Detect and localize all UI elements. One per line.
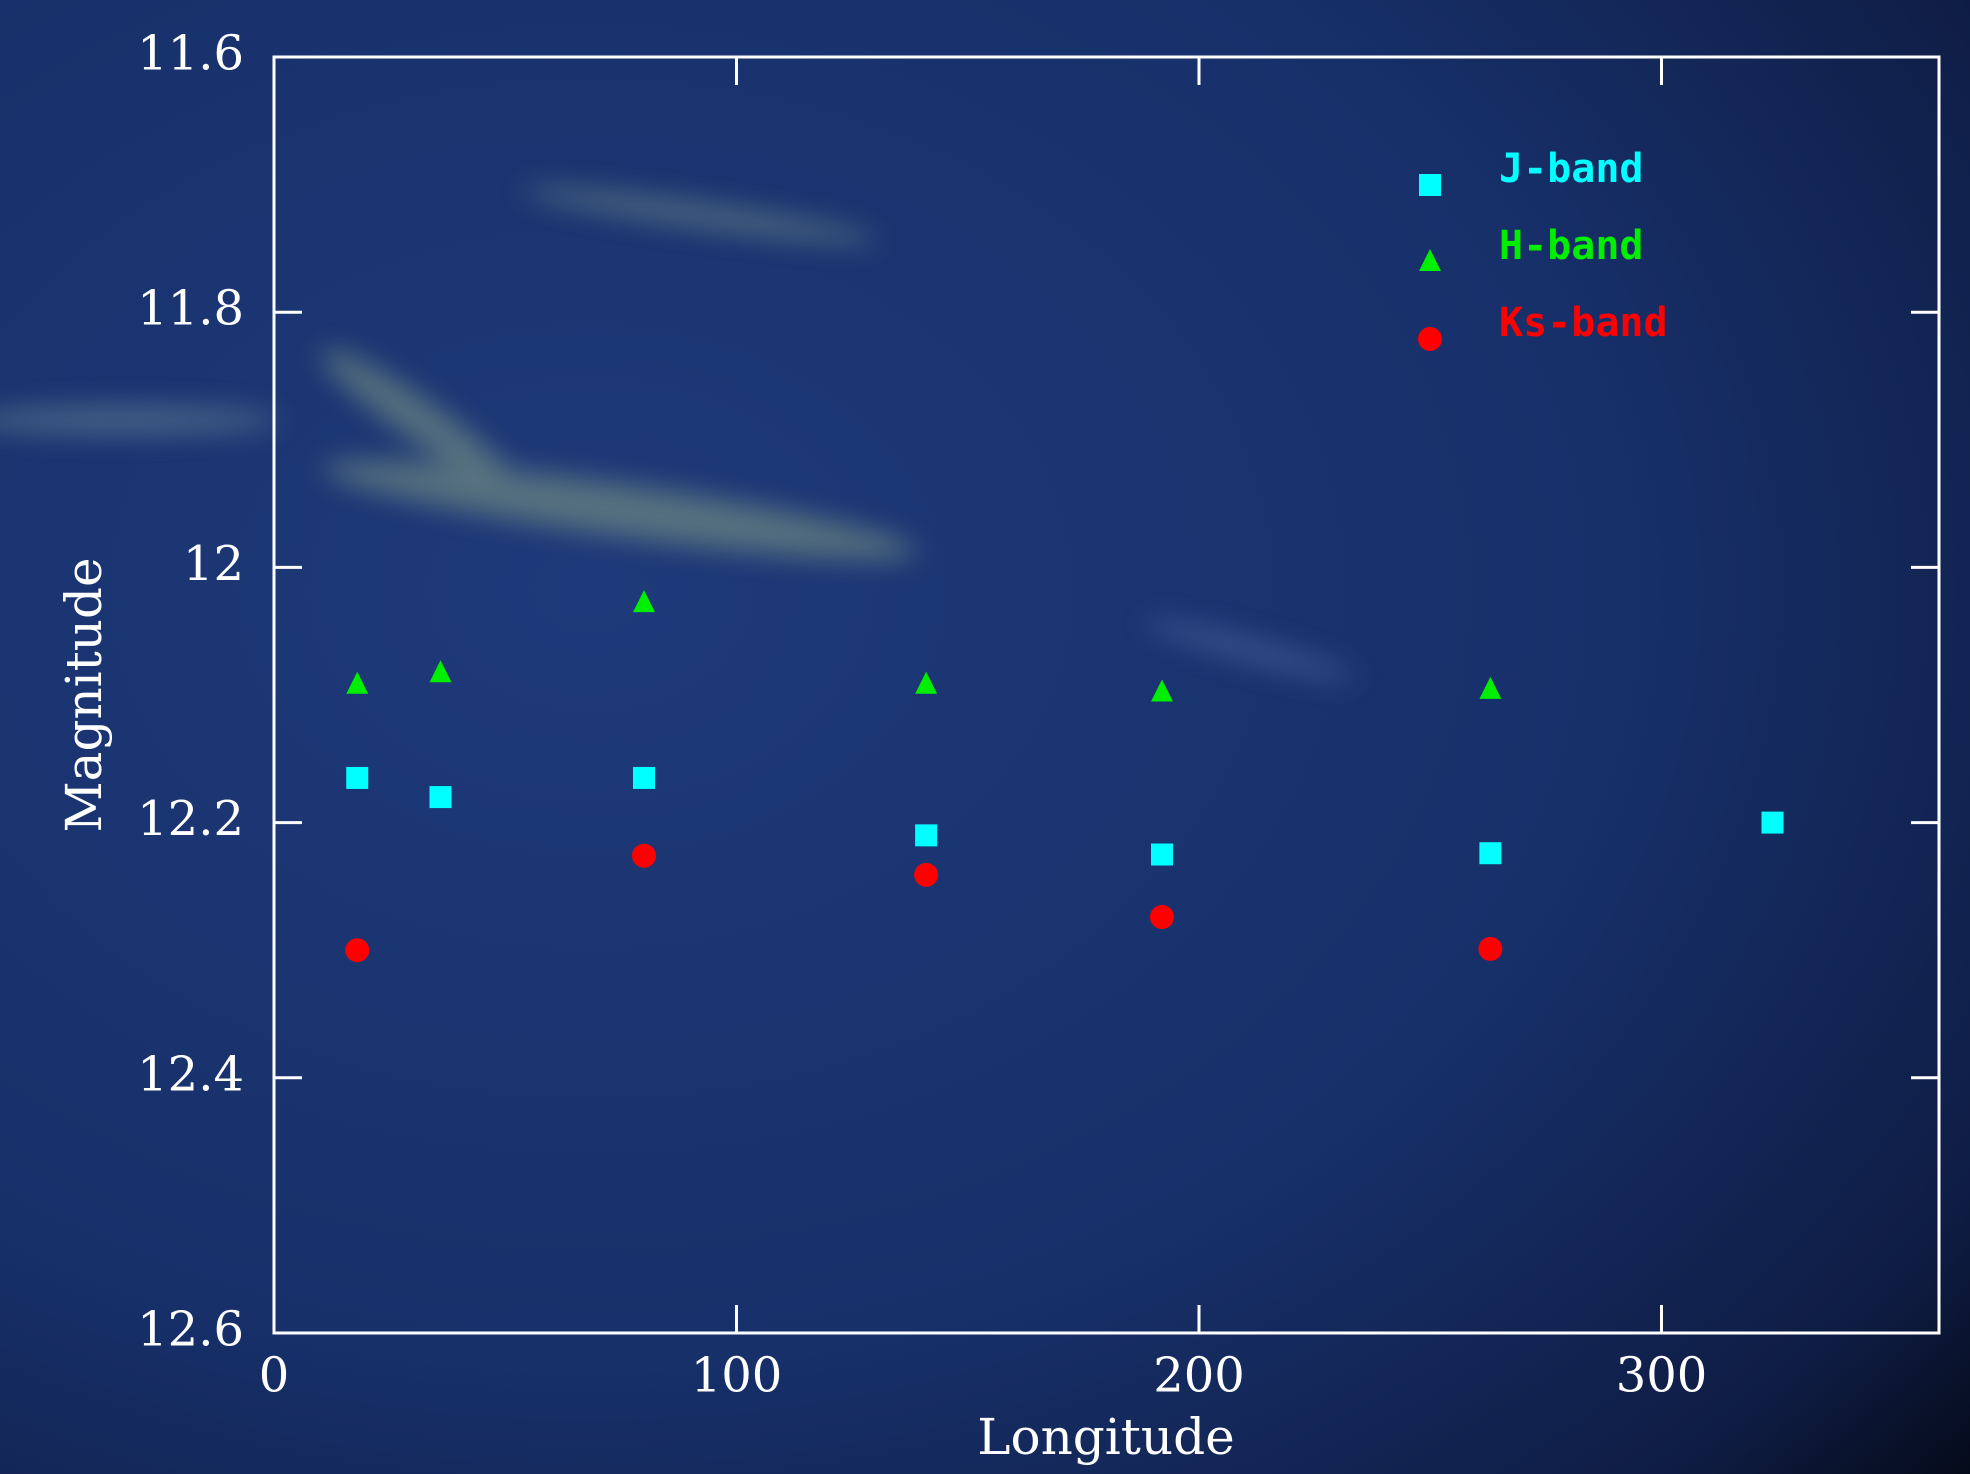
legend-label: J-band [1499, 146, 1644, 192]
marker-triangle [915, 671, 938, 694]
marker-square [633, 766, 655, 789]
y-tick-label: 12.4 [137, 1046, 244, 1102]
marker-triangle [429, 660, 452, 683]
legend-label: Ks-band [1499, 300, 1668, 346]
marker-square [346, 766, 369, 789]
legend-label: H-band [1499, 223, 1644, 269]
marker-square [1419, 174, 1441, 196]
y-tick-label: 11.8 [137, 281, 244, 337]
marker-square [1151, 843, 1173, 866]
x-tick-label: 200 [1153, 1348, 1245, 1404]
marker-circle [914, 862, 939, 887]
marker-square [915, 824, 938, 847]
y-axis-label: Magnitude [55, 557, 113, 832]
marker-circle [345, 938, 370, 963]
marker-triangle [346, 671, 369, 694]
y-tick-label: 12.6 [137, 1302, 244, 1358]
y-tick-label: 12 [183, 536, 244, 592]
marker-square [1761, 811, 1784, 834]
marker-circle [632, 843, 656, 868]
x-tick-label: 0 [259, 1348, 290, 1404]
marker-triangle [1479, 676, 1502, 699]
marker-triangle [1419, 249, 1441, 271]
x-tick-label: 300 [1616, 1348, 1708, 1404]
y-tick-label: 11.6 [137, 26, 244, 82]
marker-circle [1418, 327, 1442, 351]
x-axis-label: Longitude [977, 1408, 1234, 1466]
y-tick-label: 12.2 [137, 791, 244, 847]
cloud-streaks [0, 187, 1357, 681]
x-tick-label: 100 [691, 1348, 783, 1404]
plot-frame [272, 55, 1941, 1335]
marker-square [429, 786, 452, 809]
marker-triangle [1151, 679, 1173, 702]
marker-circle [1478, 936, 1503, 961]
marker-circle [1150, 905, 1174, 930]
marker-square [1479, 842, 1502, 865]
marker-triangle [633, 590, 655, 613]
